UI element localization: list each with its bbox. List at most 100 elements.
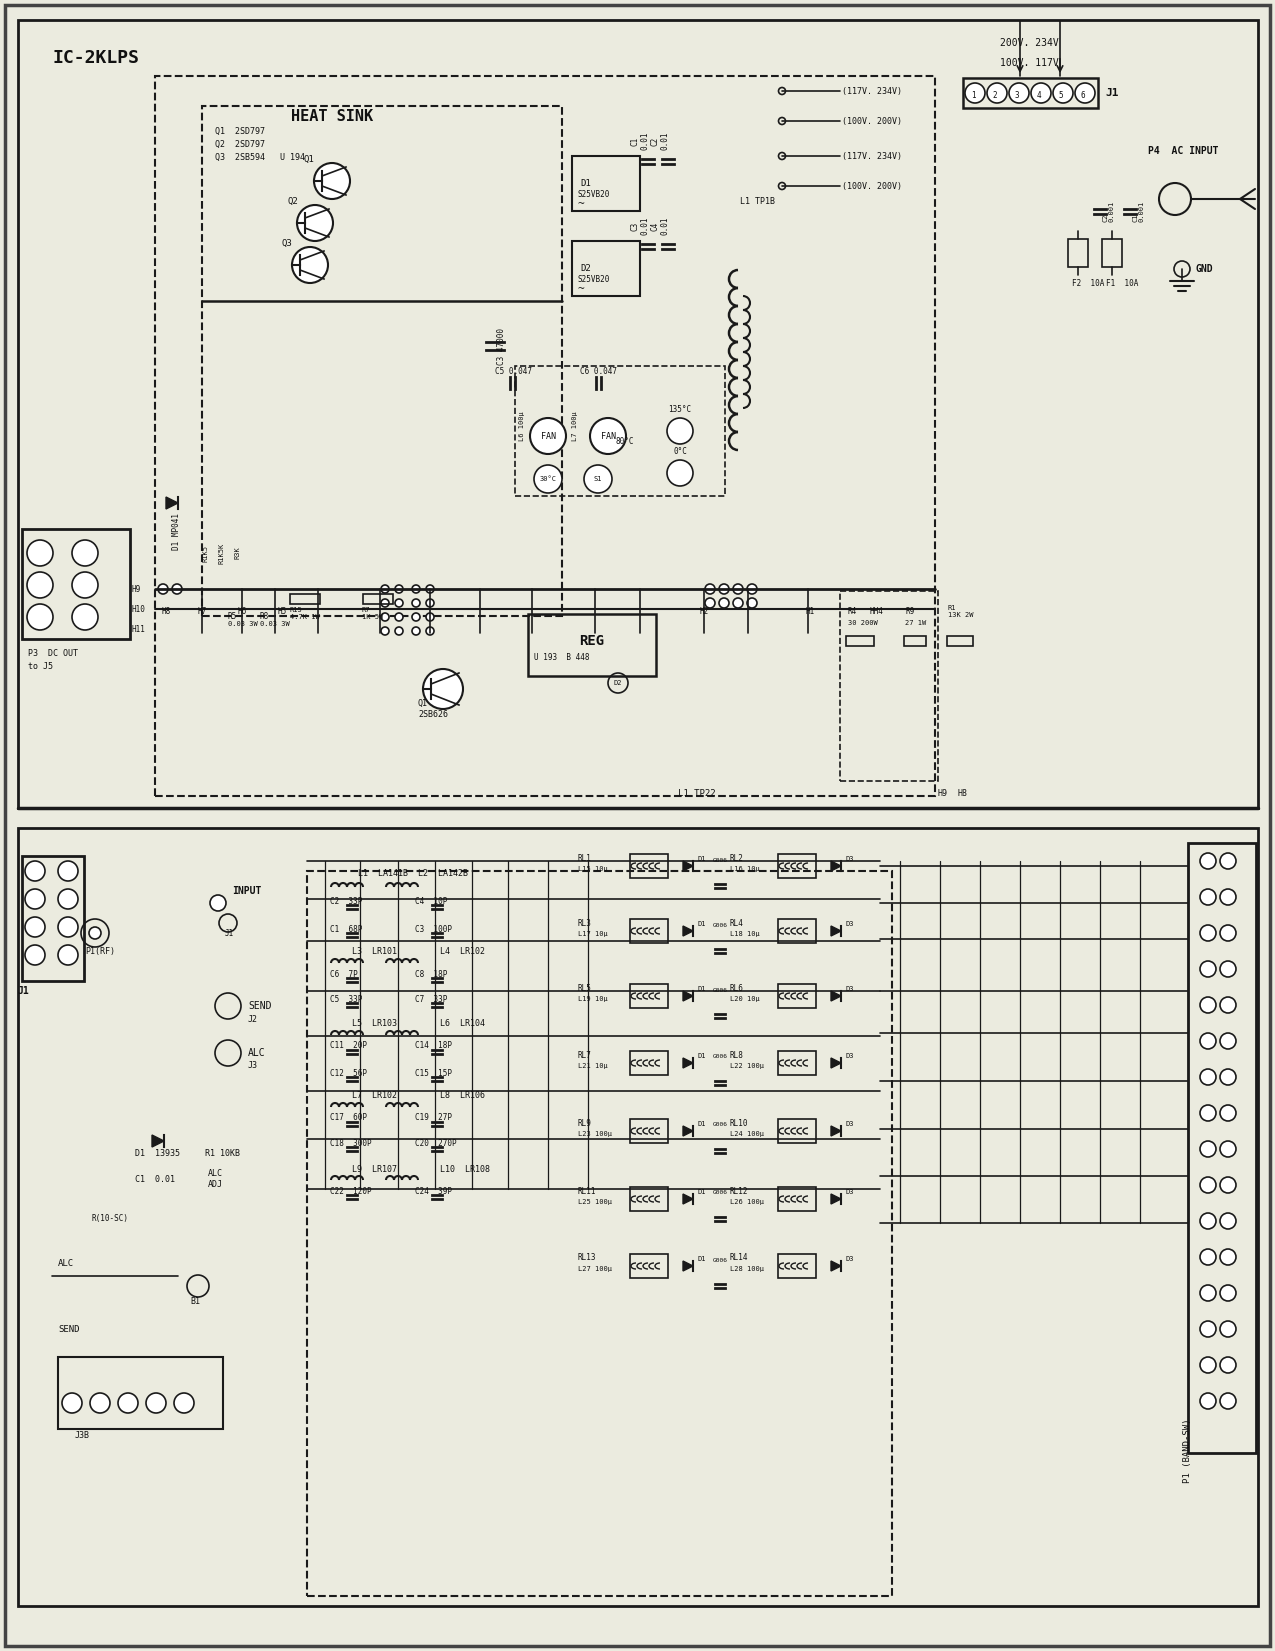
Text: H11: H11 <box>133 624 145 634</box>
Circle shape <box>1053 83 1074 102</box>
Text: S25VB20: S25VB20 <box>578 190 611 198</box>
Text: R9: R9 <box>905 606 914 616</box>
Circle shape <box>173 1393 194 1413</box>
Circle shape <box>1220 997 1235 1014</box>
Text: RL9: RL9 <box>578 1118 592 1128</box>
Polygon shape <box>683 1194 694 1204</box>
Bar <box>778 854 816 878</box>
Circle shape <box>27 540 54 566</box>
Bar <box>1188 844 1256 1453</box>
Text: ~: ~ <box>578 284 585 294</box>
Text: Q1  2SD797: Q1 2SD797 <box>215 127 265 135</box>
Circle shape <box>1200 961 1216 977</box>
Text: INPUT: INPUT <box>232 887 261 896</box>
Text: ALC: ALC <box>249 1048 265 1058</box>
Text: H6: H6 <box>238 606 247 616</box>
Circle shape <box>26 862 45 882</box>
Text: IC-2KLPS: IC-2KLPS <box>52 50 139 68</box>
Circle shape <box>733 584 743 594</box>
Text: L6 100μ: L6 100μ <box>519 411 525 441</box>
Text: L16 10μ: L16 10μ <box>731 867 760 872</box>
Text: J3B: J3B <box>75 1431 91 1441</box>
Circle shape <box>534 466 562 494</box>
Text: L24 100μ: L24 100μ <box>731 1131 764 1138</box>
Text: 3: 3 <box>1015 91 1019 99</box>
Text: D2: D2 <box>613 680 622 687</box>
Text: FAN: FAN <box>541 431 556 441</box>
Circle shape <box>71 540 98 566</box>
Text: C7  33P: C7 33P <box>414 994 448 1004</box>
Bar <box>778 1119 816 1142</box>
Text: GND: GND <box>1196 264 1214 274</box>
Circle shape <box>1220 854 1235 868</box>
Text: D1: D1 <box>697 855 706 862</box>
Polygon shape <box>683 926 694 936</box>
Circle shape <box>57 916 78 938</box>
Circle shape <box>705 598 715 608</box>
Text: C17  60P: C17 60P <box>330 1113 367 1123</box>
Text: H5: H5 <box>278 606 287 616</box>
Bar <box>515 367 725 495</box>
Text: HH4: HH4 <box>870 606 884 616</box>
Polygon shape <box>166 497 178 509</box>
Circle shape <box>412 627 419 636</box>
Circle shape <box>158 584 168 594</box>
Circle shape <box>27 571 54 598</box>
Circle shape <box>1200 1213 1216 1228</box>
Circle shape <box>210 895 226 911</box>
Text: J2: J2 <box>249 1014 258 1024</box>
Bar <box>289 594 320 604</box>
Polygon shape <box>831 926 842 936</box>
Text: L9  LR107: L9 LR107 <box>352 1164 397 1174</box>
Text: H8: H8 <box>162 606 171 616</box>
Circle shape <box>1200 1177 1216 1194</box>
Text: D3: D3 <box>845 1256 853 1261</box>
Text: H9: H9 <box>938 789 949 797</box>
Text: L21 10μ: L21 10μ <box>578 1063 608 1068</box>
Text: L28 100μ: L28 100μ <box>731 1266 764 1271</box>
Bar <box>57 1357 223 1430</box>
Text: D3: D3 <box>845 1053 853 1058</box>
Circle shape <box>381 627 389 636</box>
Text: 1: 1 <box>970 91 975 99</box>
Bar <box>572 155 640 211</box>
Bar <box>363 594 393 604</box>
Text: H7: H7 <box>198 606 208 616</box>
Text: C19  27P: C19 27P <box>414 1113 453 1123</box>
Circle shape <box>381 584 389 593</box>
Bar <box>630 1052 668 1075</box>
Text: L1  LA141B  L2  LA142B: L1 LA141B L2 LA142B <box>358 868 468 877</box>
Text: D3: D3 <box>845 921 853 926</box>
Circle shape <box>292 248 328 282</box>
Bar <box>847 636 873 646</box>
Bar <box>904 636 926 646</box>
Text: P3  DC OUT: P3 DC OUT <box>28 649 78 657</box>
Circle shape <box>412 599 419 608</box>
Circle shape <box>57 888 78 910</box>
Text: B1: B1 <box>190 1296 200 1306</box>
Text: G006: G006 <box>713 923 728 928</box>
Text: R1K5: R1K5 <box>201 545 208 561</box>
Bar <box>963 78 1098 107</box>
Polygon shape <box>683 1261 694 1271</box>
Bar <box>630 1187 668 1210</box>
Text: RL7: RL7 <box>578 1050 592 1060</box>
Text: S25VB20: S25VB20 <box>578 274 611 284</box>
Circle shape <box>426 599 434 608</box>
Text: ALC
ADJ: ALC ADJ <box>208 1169 223 1189</box>
Text: 4: 4 <box>1037 91 1042 99</box>
Text: D1: D1 <box>697 921 706 926</box>
Circle shape <box>57 944 78 964</box>
Text: 30 200W: 30 200W <box>848 621 877 626</box>
Text: D1: D1 <box>697 1189 706 1195</box>
Text: L17 10μ: L17 10μ <box>578 931 608 938</box>
Circle shape <box>747 584 757 594</box>
Text: Q1
2SB626: Q1 2SB626 <box>418 700 448 718</box>
Circle shape <box>1220 1250 1235 1265</box>
Text: L1 TP1B: L1 TP1B <box>740 196 775 205</box>
Circle shape <box>747 598 757 608</box>
Text: P4  AC INPUT: P4 AC INPUT <box>1148 145 1219 155</box>
Circle shape <box>1200 1321 1216 1337</box>
Text: ~: ~ <box>578 200 585 210</box>
Circle shape <box>381 613 389 621</box>
